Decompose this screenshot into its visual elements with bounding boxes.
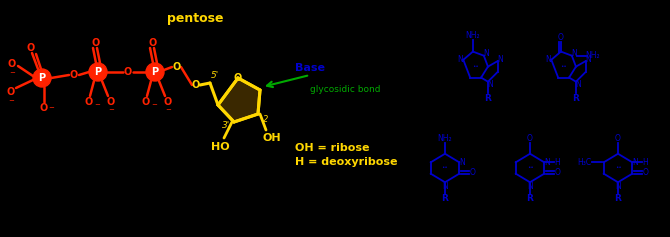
Text: N: N: [586, 55, 592, 64]
Text: −: −: [8, 98, 14, 104]
Circle shape: [146, 63, 164, 81]
Text: O: O: [107, 97, 115, 107]
Text: O: O: [92, 38, 100, 48]
Text: O: O: [558, 33, 564, 42]
Text: HO: HO: [210, 142, 229, 152]
Text: ••: ••: [614, 165, 621, 170]
Text: N: N: [442, 182, 448, 191]
Text: OH = ribose: OH = ribose: [295, 143, 369, 153]
Text: O: O: [173, 62, 181, 72]
Text: N: N: [545, 55, 551, 64]
Text: R: R: [572, 94, 580, 103]
Text: ••: ••: [442, 165, 448, 170]
Text: H₃C: H₃C: [578, 158, 592, 167]
Text: ••: ••: [560, 64, 567, 69]
Text: N: N: [571, 49, 577, 58]
Text: O: O: [527, 134, 533, 143]
Text: O: O: [470, 168, 476, 177]
Text: N: N: [498, 55, 503, 64]
Text: −: −: [9, 70, 15, 76]
Text: N: N: [575, 80, 581, 89]
Text: Base: Base: [295, 63, 325, 73]
Text: O: O: [142, 97, 150, 107]
Text: O: O: [7, 87, 15, 97]
Text: N: N: [527, 182, 533, 191]
Text: R: R: [614, 194, 622, 203]
Text: P: P: [151, 67, 159, 77]
Text: R: R: [527, 194, 533, 203]
Text: N: N: [544, 158, 550, 167]
Text: O: O: [234, 73, 242, 83]
Text: glycosidic bond: glycosidic bond: [310, 86, 381, 95]
Text: O: O: [40, 103, 48, 113]
Text: 3': 3': [222, 120, 230, 129]
Text: H = deoxyribose: H = deoxyribose: [295, 157, 397, 167]
Text: NH₂: NH₂: [586, 51, 600, 60]
Text: O: O: [124, 67, 132, 77]
Text: OH: OH: [263, 133, 281, 143]
Polygon shape: [218, 78, 260, 122]
Circle shape: [33, 69, 51, 87]
Text: O: O: [149, 38, 157, 48]
Text: pentose: pentose: [167, 12, 223, 24]
Text: N: N: [632, 158, 638, 167]
Text: H: H: [643, 158, 649, 167]
Text: ••: ••: [472, 64, 479, 69]
Text: O: O: [555, 168, 561, 177]
Text: O: O: [8, 59, 16, 69]
Text: P: P: [94, 67, 102, 77]
Text: NH₂: NH₂: [466, 31, 480, 40]
Circle shape: [89, 63, 107, 81]
Text: NH₂: NH₂: [438, 134, 452, 143]
Text: N: N: [615, 182, 621, 191]
Text: R: R: [484, 94, 491, 103]
Text: O: O: [70, 70, 78, 80]
Text: O: O: [164, 97, 172, 107]
Text: N: N: [460, 158, 465, 167]
Text: R: R: [442, 194, 448, 203]
Text: O: O: [643, 168, 649, 177]
Text: −: −: [48, 105, 54, 111]
Text: ••: ••: [527, 165, 533, 170]
Text: O: O: [27, 43, 35, 53]
Text: H: H: [555, 158, 560, 167]
Text: O: O: [615, 134, 621, 143]
Text: −: −: [151, 102, 157, 108]
Text: P: P: [38, 73, 46, 83]
Text: O: O: [85, 97, 93, 107]
Text: N: N: [483, 49, 488, 58]
Text: −: −: [165, 107, 171, 113]
Text: N: N: [458, 55, 463, 64]
Text: 5': 5': [211, 70, 219, 79]
Text: N: N: [487, 80, 493, 89]
Text: −: −: [94, 102, 100, 108]
Text: −: −: [108, 107, 114, 113]
Text: O: O: [192, 80, 200, 90]
Text: 2: 2: [263, 114, 269, 123]
